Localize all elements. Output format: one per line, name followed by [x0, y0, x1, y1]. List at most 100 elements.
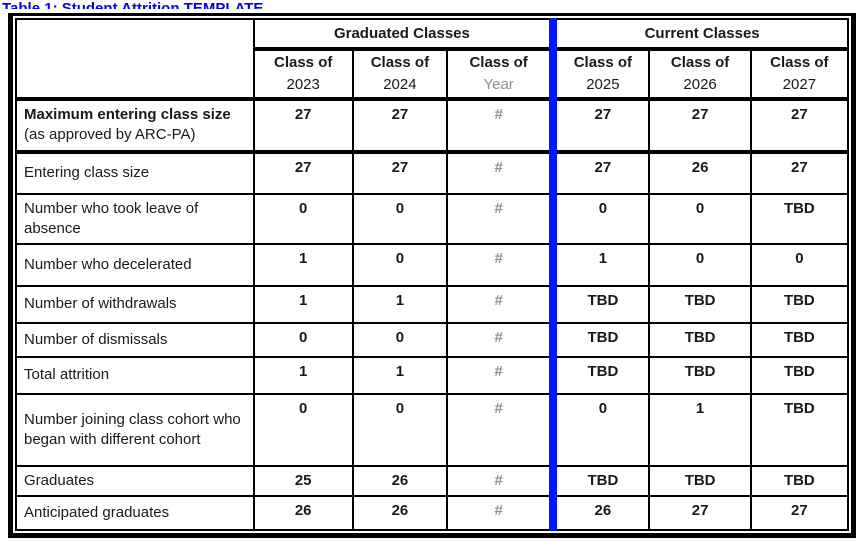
table-row-max-entering-class-size: Maximum entering class size (as approved… [15, 98, 850, 154]
col-header-year: 2024 [383, 76, 417, 93]
cell-value: TBD [749, 322, 850, 358]
row-label: Number who took leave of absence [15, 192, 255, 245]
cell-value: 26 [351, 464, 449, 498]
cell-value: 1 [252, 243, 354, 287]
cell-value: 0 [351, 192, 449, 245]
cell-value: 0 [549, 393, 651, 467]
cell-value: TBD [648, 285, 752, 324]
cell-value: 1 [252, 356, 354, 395]
group-header-current: Current Classes [549, 18, 849, 51]
col-header-year: 2027 [782, 76, 817, 93]
cell-value: TBD [549, 464, 651, 498]
cell-value: 26 [351, 495, 449, 532]
cell-value: 1 [252, 285, 354, 324]
cell-value: TBD [749, 464, 850, 498]
col-header-year-placeholder: Class of Year [446, 48, 555, 101]
cell-value: TBD [549, 285, 651, 324]
col-header-label: Class of [370, 54, 430, 72]
col-header-2024: Class of 2024 [351, 48, 449, 101]
cell-value: 26 [252, 495, 354, 532]
cell-value-placeholder: # [446, 356, 555, 395]
col-header-year: 2025 [586, 76, 620, 93]
group-header-row: Graduated Classes Current Classes [15, 18, 849, 101]
table-row-anticipated-graduates: Anticipated graduates 26 26 # 26 27 27 [15, 495, 850, 532]
cell-value: TBD [749, 285, 850, 324]
cell-value: TBD [549, 322, 651, 358]
cell-value: 0 [351, 393, 449, 467]
cell-value-placeholder: # [446, 322, 555, 358]
row-label: Maximum entering class size (as approved… [15, 98, 255, 154]
col-header-year: 2023 [286, 76, 320, 93]
table-row-dismissals: Number of dismissals 0 0 # TBD TBD TBD [15, 322, 850, 358]
table-row-total-attrition: Total attrition 1 1 # TBD TBD TBD [15, 356, 850, 395]
cell-value: 27 [549, 150, 651, 195]
cell-value-placeholder: # [446, 393, 555, 467]
cell-value: TBD [549, 356, 651, 395]
row-label: Graduates [15, 464, 255, 498]
col-header-2026: Class of 2026 [648, 48, 752, 101]
cell-value: 0 [252, 322, 354, 358]
class-header-row: Class of 2023 Class of 2024 Class of Yea… [16, 48, 850, 101]
cell-value: 1 [549, 243, 651, 287]
cell-value: 26 [549, 495, 651, 532]
row-label: Number of withdrawals [15, 285, 255, 324]
table-row-leave-of-absence: Number who took leave of absence 0 0 # 0… [15, 192, 850, 245]
cell-value: 1 [648, 393, 752, 467]
cell-value-placeholder: # [446, 285, 555, 324]
table-row-joining-different-cohort: Number joining class cohort who began wi… [15, 393, 850, 467]
cell-value: 1 [351, 285, 449, 324]
cell-value: 27 [252, 150, 354, 195]
cell-value: 27 [749, 150, 850, 195]
cell-value: 27 [749, 495, 850, 532]
cell-value-placeholder: # [446, 98, 555, 154]
row-label-suffix: (as approved by ARC-PA) [24, 126, 196, 144]
cell-value: 1 [351, 356, 449, 395]
row-label: Number joining class cohort who began wi… [15, 393, 255, 467]
table-row-withdrawals: Number of withdrawals 1 1 # TBD TBD TBD [15, 285, 850, 324]
row-label-bold: Maximum entering class size [24, 106, 231, 123]
table-row-entering-class-size: Entering class size 27 27 # 27 26 27 [15, 150, 850, 195]
cell-value: 27 [549, 98, 651, 154]
row-label: Number who decelerated [15, 243, 255, 287]
page-title-clipped: Table 1: Student Attrition TEMPLATE [2, 0, 864, 9]
cell-value: 0 [749, 243, 850, 287]
row-label: Number of dismissals [15, 322, 255, 358]
col-header-2023: Class of 2023 [252, 48, 354, 101]
cell-value: 0 [648, 192, 752, 245]
cell-value: 0 [351, 322, 449, 358]
cell-value-placeholder: # [446, 150, 555, 195]
col-header-2025: Class of 2025 [549, 48, 651, 101]
cell-value: TBD [749, 192, 850, 245]
cell-value: 0 [351, 243, 449, 287]
col-header-label: Class of [469, 54, 528, 72]
corner-empty-cell [15, 18, 255, 101]
cell-value-placeholder: # [446, 495, 555, 532]
col-header-year: Year [483, 76, 514, 93]
table-row-graduates: Graduates 25 26 # TBD TBD TBD [15, 464, 850, 498]
cell-value: 27 [252, 98, 354, 154]
cell-value: 25 [252, 464, 354, 498]
cell-value: 27 [351, 98, 449, 154]
cell-value: 26 [648, 150, 752, 195]
col-header-year: 2026 [683, 76, 717, 93]
cell-value-placeholder: # [446, 243, 555, 287]
cell-value: 0 [252, 192, 354, 245]
cell-value: 27 [749, 98, 850, 154]
col-header-label: Class of [274, 54, 333, 72]
cell-value: 0 [252, 393, 354, 467]
row-label: Total attrition [15, 356, 255, 395]
student-attrition-table: Graduated Classes Current Classes Class … [15, 18, 850, 532]
group-header-graduated: Graduated Classes [252, 18, 555, 51]
cell-value: TBD [648, 322, 752, 358]
cell-value-placeholder: # [446, 464, 555, 498]
cell-value: 0 [648, 243, 752, 287]
cell-value: TBD [749, 393, 850, 467]
table-row-decelerated: Number who decelerated 1 0 # 1 0 0 [15, 243, 850, 287]
cell-value: 0 [549, 192, 651, 245]
col-header-2027: Class of 2027 [749, 48, 850, 101]
page-title: Table 1: Student Attrition TEMPLATE [2, 0, 264, 9]
cell-value: 27 [648, 495, 752, 532]
row-label: Anticipated graduates [15, 495, 255, 532]
cell-value: 27 [351, 150, 449, 195]
col-header-label: Class of [770, 54, 829, 72]
